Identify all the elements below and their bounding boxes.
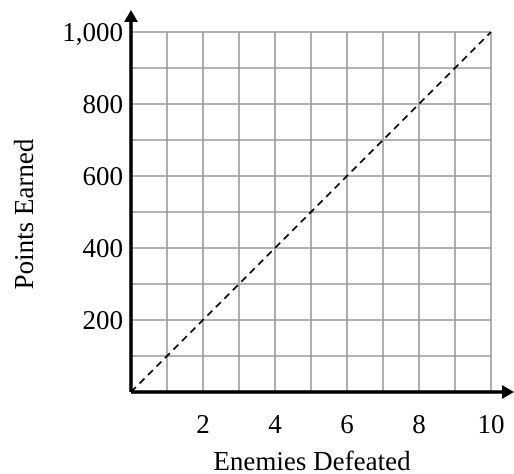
x-tick-label: 8	[412, 409, 426, 439]
x-tick-label: 2	[196, 409, 210, 439]
series-line-0	[130, 31, 492, 393]
y-tick-label: 800	[83, 89, 124, 119]
x-tick-labels: 2 4 6 8 10	[196, 409, 504, 439]
y-tick-labels: 200 400 600 800 1,000	[62, 17, 123, 335]
x-axis-arrow	[502, 385, 514, 399]
x-axis-label: Enemies Defeated	[213, 446, 411, 474]
y-tick-label: 200	[83, 305, 124, 335]
y-axis-arrow	[124, 10, 138, 22]
grid	[131, 31, 492, 392]
x-tick-label: 6	[340, 409, 354, 439]
y-tick-label: 400	[83, 233, 124, 263]
series-layer	[130, 31, 492, 393]
axes	[124, 10, 514, 399]
y-tick-label: 1,000	[62, 17, 123, 47]
y-axis-label: Points Earned	[9, 138, 39, 289]
x-tick-label: 4	[268, 409, 282, 439]
y-tick-label: 600	[83, 161, 124, 191]
x-tick-label: 10	[478, 409, 505, 439]
